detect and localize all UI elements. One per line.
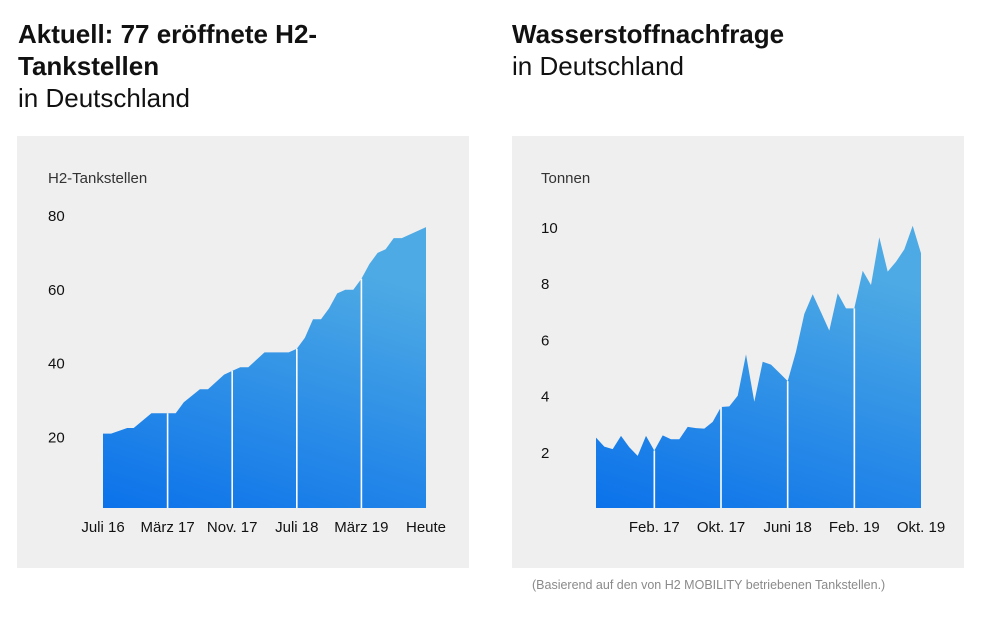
x-tick-label: Okt. 19 <box>897 519 945 536</box>
demand-chart: Tonnen 2 4 6 8 10 Feb. 17 Okt. 17 Juni 18 Feb. 19… <box>541 170 945 536</box>
stations-chart-panel: H2-Tankstellen 20 40 60 80 Juli 16 März 17 Nov.… <box>17 136 469 568</box>
x-tick-label: März 19 <box>334 519 388 536</box>
y-tick-label: 4 <box>541 389 549 406</box>
left-title-bold: Aktuell: 77 eröffnete H2-Tankstellen <box>18 19 318 81</box>
right-title-bold: Wasserstoffnachfrage <box>512 19 785 49</box>
y-tick-label: 2 <box>541 445 549 462</box>
x-tick-label: Heute <box>406 519 446 536</box>
y-tick-label: 60 <box>48 282 65 299</box>
x-tick-label: Nov. 17 <box>207 519 258 536</box>
x-tick-label: März 17 <box>141 519 195 536</box>
y-tick-label: 8 <box>541 276 549 293</box>
data-area <box>103 227 426 508</box>
left-chart-title: Aktuell: 77 eröffnete H2-Tankstellen in … <box>18 18 378 114</box>
footnote: (Basierend auf den von H2 MOBILITY betri… <box>532 578 886 592</box>
y-tick-label: 40 <box>48 356 65 373</box>
y-tick-label: 6 <box>541 332 549 349</box>
x-tick-label: Juli 16 <box>81 519 124 536</box>
x-tick-label: Juni 18 <box>763 519 811 536</box>
y-axis-title: Tonnen <box>541 170 590 187</box>
stations-chart: H2-Tankstellen 20 40 60 80 Juli 16 März 17 Nov.… <box>48 170 446 536</box>
x-tick-label: Okt. 17 <box>697 519 745 536</box>
data-area <box>596 225 921 509</box>
x-tick-label: Feb. 17 <box>629 519 680 536</box>
demand-chart-panel: Tonnen 2 4 6 8 10 Feb. 17 Okt. 17 Juni 18 Feb. 19… <box>512 136 964 568</box>
x-tick-label: Feb. 19 <box>829 519 880 536</box>
y-tick-label: 80 <box>48 208 65 225</box>
right-title-subtitle: in Deutschland <box>512 51 684 81</box>
y-tick-label: 10 <box>541 220 558 237</box>
x-tick-label: Juli 18 <box>275 519 318 536</box>
y-axis-title: H2-Tankstellen <box>48 170 147 187</box>
y-tick-label: 20 <box>48 429 65 446</box>
left-title-subtitle: in Deutschland <box>18 83 190 113</box>
right-chart-title: Wasserstoffnachfrage in Deutschland <box>512 18 912 82</box>
